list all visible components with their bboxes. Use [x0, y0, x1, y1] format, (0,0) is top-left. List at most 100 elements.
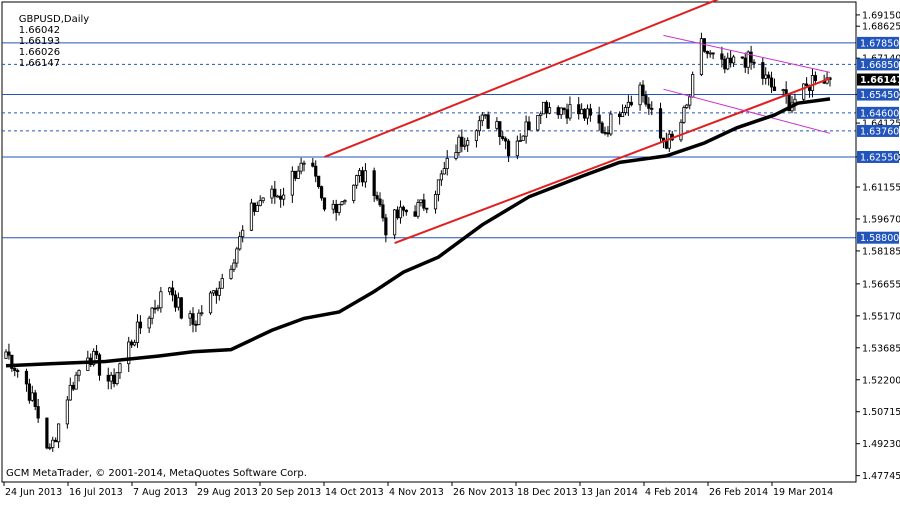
candle-body-34: [138, 321, 143, 329]
candle-body-177: [726, 57, 730, 70]
candle-body-125: [515, 140, 519, 157]
candle-body-16: [68, 384, 72, 401]
candle-body-14: [56, 423, 61, 443]
candle-body-162: [664, 140, 668, 149]
candle-body-148: [606, 132, 610, 135]
candle-body-85: [352, 184, 356, 201]
candle-body-26: [109, 374, 113, 382]
candle-body-165: [679, 121, 683, 141]
candle-body-79: [322, 197, 327, 210]
candle-body-52: [214, 290, 218, 296]
candle-body-106: [436, 179, 441, 195]
candle-body-32: [132, 342, 137, 346]
candle-body-93: [381, 204, 385, 219]
candle-body-185: [761, 62, 765, 79]
candle-body-48: [197, 312, 201, 326]
candle-body-179: [731, 56, 736, 64]
candle-body-163: [667, 133, 671, 149]
candle-body-73: [299, 162, 303, 172]
candle-body-155: [638, 84, 642, 106]
level-price-label: 1.63760: [860, 126, 899, 137]
candle-body-0: [4, 351, 8, 359]
x-tick-label: 20 Sep 2013: [261, 487, 321, 498]
candle-body-72: [296, 170, 300, 179]
candle-body-2: [10, 354, 14, 369]
candle-body-120: [495, 121, 499, 129]
x-tick-label: 18 Dec 2013: [517, 487, 578, 498]
y-tick-label: 1.61155: [862, 183, 900, 194]
candle-body-109: [445, 158, 449, 169]
y-tick-label: 1.59670: [862, 214, 900, 225]
candle-body-74: [302, 162, 306, 165]
candle-body-100: [413, 211, 417, 217]
candle-body-149: [609, 113, 613, 135]
candle-body-15: [65, 399, 69, 425]
x-tick-label: 16 Jul 2013: [69, 487, 123, 498]
candle-body-131: [539, 113, 543, 116]
candle-body-168: [688, 96, 692, 106]
candle-body-126: [518, 140, 522, 142]
candle-body-19: [77, 370, 81, 376]
candle-body-68: [279, 195, 283, 200]
y-tick-label: 1.50715: [862, 407, 900, 418]
candle-body-147: [603, 132, 607, 134]
y-tick-label: 1.69150: [862, 10, 900, 21]
level-price-box-6: [857, 231, 899, 244]
candle-body-178: [729, 57, 733, 64]
trendline-channel-upper: [324, 0, 720, 158]
candle-body-101: [416, 202, 420, 217]
candle-body-87: [357, 170, 362, 177]
candle-body-37: [153, 307, 157, 310]
candle-body-116: [477, 120, 481, 132]
candle-body-183: [749, 51, 753, 63]
candle-body-55: [229, 268, 233, 279]
candle-body-33: [135, 321, 140, 343]
candle-body-117: [480, 114, 484, 122]
candle-body-69: [281, 194, 286, 200]
candle-body-141: [580, 108, 584, 115]
candle-body-111: [457, 136, 461, 153]
y-tick-label: 1.55170: [862, 311, 900, 322]
ohlc-low: 1.66026: [18, 47, 61, 58]
candle-body-153: [626, 101, 630, 108]
candle-body-71: [293, 170, 297, 179]
trendline-descending-lower: [663, 88, 831, 134]
candle-body-95: [393, 209, 397, 236]
candle-body-144: [588, 108, 592, 116]
candle-body-103: [422, 199, 426, 209]
candle-body-12: [51, 439, 55, 448]
candle-body-8: [33, 392, 37, 407]
candle-body-157: [644, 95, 648, 105]
candle-body-175: [720, 53, 724, 60]
candle-body-189: [772, 86, 777, 92]
candle-body-78: [319, 186, 324, 199]
candle-body-140: [577, 104, 581, 115]
candle-body-159: [650, 107, 654, 110]
candle-body-6: [27, 383, 31, 401]
candle-body-58: [238, 236, 242, 250]
y-tick-label: 1.52200: [862, 375, 900, 386]
trendline-descending-upper: [663, 34, 831, 73]
candle-body-46: [191, 313, 195, 325]
candle-body-4: [16, 370, 20, 372]
candle-body-154: [629, 101, 633, 106]
candle-body-169: [691, 74, 695, 98]
x-tick-label: 24 Jun 2013: [5, 487, 62, 498]
candle-body-5: [24, 370, 29, 385]
level-price-label: 1.64600: [860, 108, 899, 119]
candle-body-123: [504, 138, 508, 142]
candle-body-135: [556, 107, 560, 116]
candle-body-31: [130, 341, 134, 346]
candle-body-112: [460, 136, 464, 147]
candle-body-45: [188, 313, 192, 319]
candle-body-53: [217, 287, 221, 296]
candle-body-61: [252, 202, 256, 212]
y-tick-label: 1.68625: [862, 22, 900, 33]
x-tick-label: 19 Mar 2014: [773, 487, 833, 498]
candle-body-75: [311, 162, 315, 167]
candle-body-18: [74, 374, 78, 390]
candle-body-198: [810, 75, 815, 91]
candle-body-59: [241, 229, 245, 238]
